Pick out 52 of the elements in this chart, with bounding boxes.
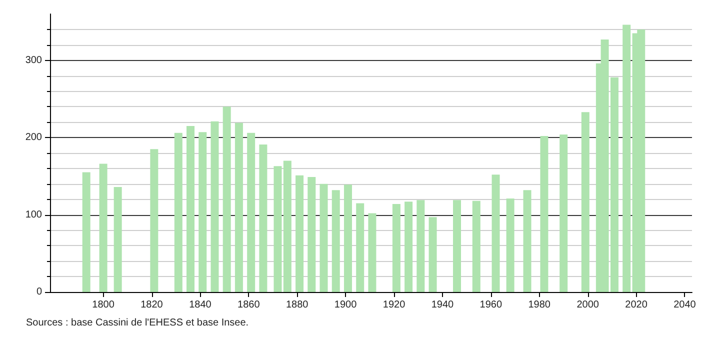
bar [622, 24, 631, 292]
bar [283, 160, 292, 292]
x-tick-label: 1800 [92, 300, 115, 310]
bar [320, 184, 328, 292]
bar [368, 213, 376, 292]
bar [150, 149, 158, 292]
bar [392, 204, 400, 292]
x-tick-label: 1820 [140, 300, 164, 310]
bar [332, 190, 340, 292]
x-tick-label: 1940 [431, 300, 454, 310]
y-tick-label: 100 [25, 209, 42, 220]
bar [198, 132, 207, 292]
y-tick-label: 300 [25, 54, 42, 66]
bar [560, 134, 568, 292]
bar [259, 144, 268, 292]
bar [506, 198, 514, 292]
bar [356, 203, 364, 292]
bar [344, 184, 352, 292]
bar [247, 132, 256, 292]
bar [581, 112, 590, 292]
bar [492, 174, 500, 292]
bar [428, 217, 437, 292]
x-tick-label: 2040 [674, 300, 696, 310]
bar [234, 122, 243, 292]
bar [308, 176, 316, 292]
bar [82, 172, 90, 292]
bar [453, 200, 462, 292]
bar [523, 190, 532, 292]
y-tick-label: 0 [36, 286, 42, 298]
bar [114, 186, 122, 292]
x-tick-label: 1860 [238, 300, 260, 310]
bar [472, 200, 480, 292]
y-tick-label: 200 [25, 132, 42, 144]
x-tick-label: 1920 [382, 300, 406, 310]
x-tick-label: 1840 [189, 300, 212, 310]
bar [416, 200, 425, 292]
source-note: Sources : base Cassini de l'EHESS et base Insee. [26, 318, 249, 328]
bar [210, 121, 219, 292]
bar [540, 136, 548, 292]
bar [174, 132, 182, 292]
bar [274, 166, 282, 292]
bar [296, 175, 304, 292]
bar [404, 202, 413, 292]
x-tick-label: 2000 [576, 300, 600, 310]
bar [186, 126, 195, 292]
x-tick-label: 1960 [480, 300, 502, 310]
x-tick-label: 1980 [528, 300, 551, 310]
bar [99, 164, 108, 292]
x-tick-label: 2020 [625, 300, 648, 310]
x-tick-label: 1880 [286, 300, 309, 310]
bar [222, 106, 231, 292]
x-tick-label: 1900 [334, 300, 358, 310]
